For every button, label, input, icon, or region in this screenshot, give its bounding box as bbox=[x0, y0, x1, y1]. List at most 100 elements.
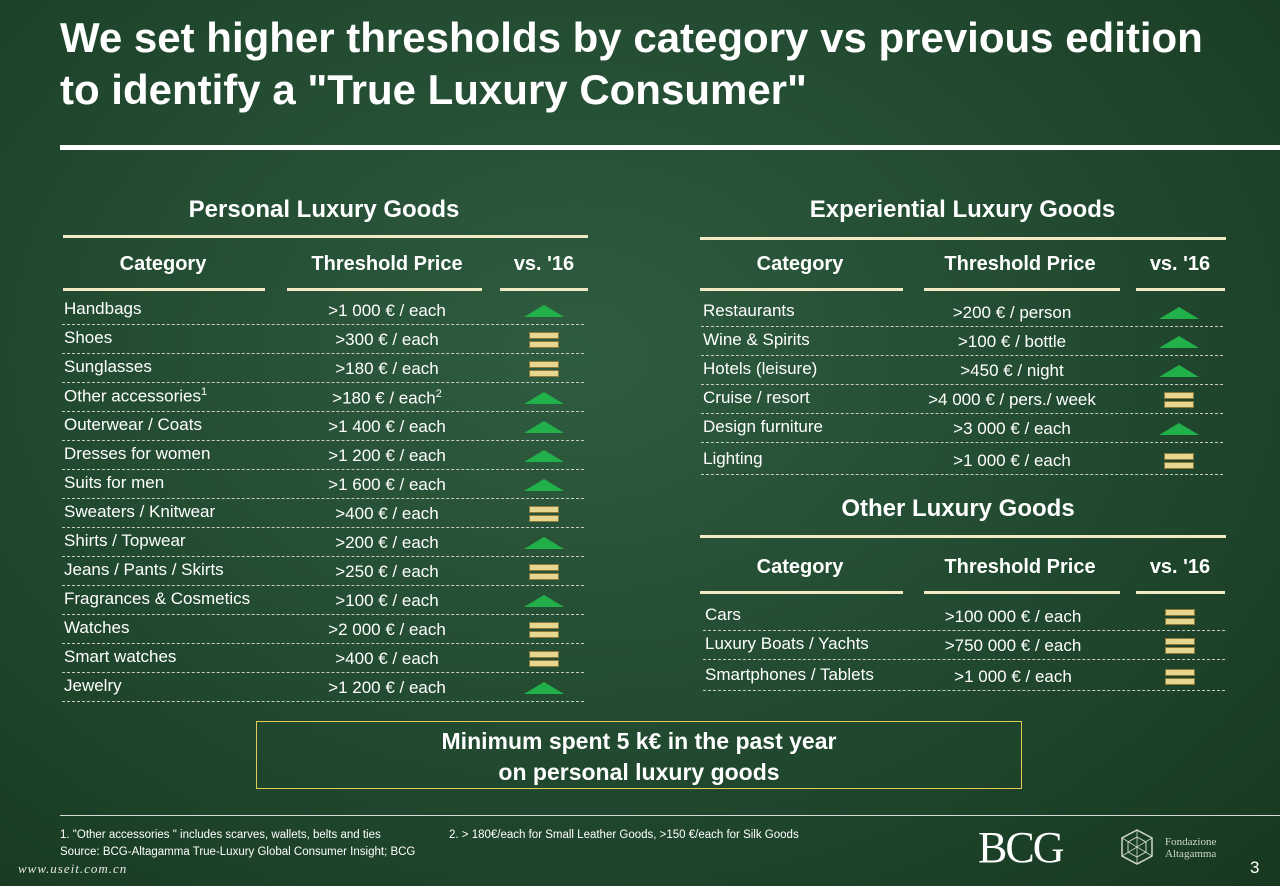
table-row: Watches >2 000 € / each bbox=[62, 614, 584, 644]
category-label: Suits for men bbox=[64, 473, 165, 492]
threshold-value: >180 € / each bbox=[332, 388, 436, 408]
threshold-value: >300 € / each bbox=[335, 330, 439, 349]
table-row: Smart watches >400 € / each bbox=[62, 643, 584, 673]
table-row: Dresses for women >1 200 € / each bbox=[62, 440, 584, 470]
category-cell: Other accessories1 bbox=[64, 386, 207, 407]
footnote-2: 2. > 180€/each for Small Leather Goods, … bbox=[449, 829, 799, 841]
threshold-cell: >3 000 € / each bbox=[912, 419, 1112, 439]
other-header-rule bbox=[924, 591, 1120, 594]
threshold-value: >100 € / each bbox=[335, 591, 439, 610]
up-arrow-icon bbox=[524, 535, 564, 551]
threshold-value: >450 € / night bbox=[960, 361, 1064, 380]
equal-icon bbox=[1159, 392, 1199, 408]
experiential-top-rule bbox=[700, 237, 1226, 240]
threshold-value: >250 € / each bbox=[335, 562, 439, 581]
experiential-header-threshold: Threshold Price bbox=[944, 253, 1096, 275]
up-triangle bbox=[524, 682, 564, 694]
threshold-cell: >400 € / each bbox=[287, 649, 487, 669]
threshold-value: >400 € / each bbox=[335, 649, 439, 668]
threshold-value: >4 000 € / pers./ week bbox=[928, 390, 1096, 409]
threshold-value: >400 € / each bbox=[335, 504, 439, 523]
experiential-header-rule bbox=[1136, 288, 1225, 291]
category-cell: Jeans / Pants / Skirts bbox=[64, 560, 224, 580]
category-label: Other accessories bbox=[64, 386, 201, 406]
threshold-cell: >180 € / each bbox=[287, 359, 487, 379]
personal-header-threshold: Threshold Price bbox=[311, 253, 463, 275]
personal-header-vs: vs. '16 bbox=[513, 253, 575, 275]
equal-bars bbox=[529, 361, 559, 379]
equal-bars bbox=[529, 506, 559, 524]
personal-header-category: Category bbox=[119, 253, 207, 275]
table-row: Suits for men >1 600 € / each bbox=[62, 469, 584, 499]
table-row: Sweaters / Knitwear >400 € / each bbox=[62, 498, 584, 528]
table-row: Hotels (leisure) >450 € / night bbox=[701, 355, 1223, 385]
category-cell: Sunglasses bbox=[64, 357, 152, 377]
threshold-value: >180 € / each bbox=[335, 359, 439, 378]
category-label: Outerwear / Coats bbox=[64, 415, 202, 434]
equal-bar bbox=[529, 361, 559, 368]
source-note: Source: BCG-Altagamma True-Luxury Global… bbox=[60, 846, 416, 858]
up-triangle bbox=[524, 450, 564, 462]
bcg-logo: BCG bbox=[978, 823, 1064, 872]
threshold-cell: >1 600 € / each bbox=[287, 475, 487, 495]
equal-bar bbox=[529, 573, 559, 580]
category-label: Shirts / Topwear bbox=[64, 531, 186, 550]
equal-bar bbox=[529, 332, 559, 339]
equal-bars bbox=[1165, 638, 1195, 656]
category-cell: Sweaters / Knitwear bbox=[64, 502, 215, 522]
other-header-rule bbox=[1136, 591, 1225, 594]
up-triangle bbox=[1159, 423, 1199, 435]
category-label: Wine & Spirits bbox=[703, 330, 810, 349]
table-row: Handbags >1 000 € / each bbox=[62, 295, 584, 325]
category-cell: Handbags bbox=[64, 299, 142, 319]
up-arrow-icon bbox=[1159, 334, 1199, 350]
callout-line-2: on personal luxury goods bbox=[498, 759, 780, 785]
table-row: Outerwear / Coats >1 400 € / each bbox=[62, 411, 584, 441]
category-cell: Dresses for women bbox=[64, 444, 210, 464]
title-divider bbox=[60, 145, 1280, 150]
table-row: Other accessories1 >180 € / each2 bbox=[62, 382, 584, 412]
threshold-cell: >2 000 € / each bbox=[287, 620, 487, 640]
category-label: Smart watches bbox=[64, 647, 177, 666]
category-cell: Outerwear / Coats bbox=[64, 415, 202, 435]
personal-header-rule bbox=[500, 288, 588, 291]
other-header-vs: vs. '16 bbox=[1149, 556, 1211, 578]
equal-bars bbox=[529, 651, 559, 669]
category-cell: Wine & Spirits bbox=[703, 330, 810, 350]
category-label: Cruise / resort bbox=[703, 388, 810, 407]
callout-line-1: Minimum spent 5 k€ in the past year bbox=[441, 728, 837, 754]
up-triangle bbox=[1159, 307, 1199, 319]
category-cell: Smartphones / Tablets bbox=[705, 665, 874, 685]
threshold-cell: >300 € / each bbox=[287, 330, 487, 350]
up-triangle bbox=[524, 392, 564, 404]
personal-section-title: Personal Luxury Goods bbox=[188, 196, 460, 223]
up-triangle bbox=[524, 305, 564, 317]
equal-icon bbox=[524, 332, 564, 348]
category-cell: Design furniture bbox=[703, 417, 823, 437]
footnote-1: 1. "Other accessories " includes scarves… bbox=[60, 829, 381, 841]
equal-icon bbox=[524, 506, 564, 522]
table-row: Shirts / Topwear >200 € / each bbox=[62, 527, 584, 557]
threshold-value: >1 600 € / each bbox=[328, 475, 446, 494]
equal-bar bbox=[529, 515, 559, 522]
category-label: Handbags bbox=[64, 299, 142, 318]
threshold-value: >200 € / person bbox=[952, 303, 1072, 322]
category-label: Smartphones / Tablets bbox=[705, 665, 874, 684]
up-triangle bbox=[524, 595, 564, 607]
equal-icon bbox=[1159, 453, 1199, 469]
experiential-header-rule bbox=[700, 288, 903, 291]
threshold-cell: >100 € / each bbox=[287, 591, 487, 611]
experiential-header-vs: vs. '16 bbox=[1149, 253, 1211, 275]
category-label: Design furniture bbox=[703, 417, 824, 436]
category-label: Dresses for women bbox=[64, 444, 211, 463]
equal-bars bbox=[1164, 392, 1194, 410]
equal-bars bbox=[529, 332, 559, 350]
up-arrow-icon bbox=[1159, 305, 1199, 321]
equal-icon bbox=[524, 651, 564, 667]
threshold-value: >1 000 € / each bbox=[953, 451, 1071, 470]
threshold-value: >100 € / bottle bbox=[957, 332, 1067, 351]
threshold-cell: >1 200 € / each bbox=[287, 446, 487, 466]
threshold-value: >3 000 € / each bbox=[953, 419, 1071, 438]
up-triangle bbox=[524, 479, 564, 491]
category-label: Lighting bbox=[703, 449, 763, 468]
